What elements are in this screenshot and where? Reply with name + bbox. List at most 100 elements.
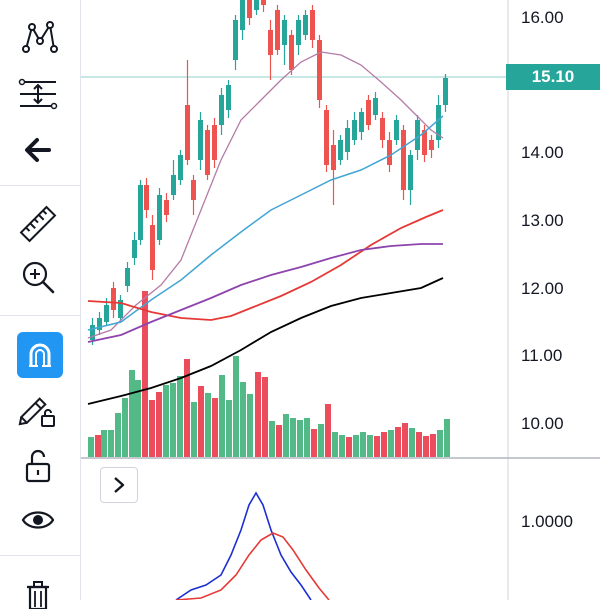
price-axis-label: 13.00 [521, 211, 564, 230]
toolbar-divider [0, 315, 80, 316]
candle-body [226, 85, 231, 110]
hide-tool-button[interactable] [12, 498, 64, 542]
candle-body [97, 318, 102, 330]
candle-body [352, 120, 357, 140]
volume-bar [122, 398, 128, 457]
eye-icon [21, 511, 55, 529]
volume-bar [304, 418, 310, 457]
back-arrow-button[interactable] [12, 128, 64, 172]
volume-bar [325, 404, 331, 457]
candle-body [429, 140, 434, 150]
volume-bar [205, 393, 211, 457]
volume-bar [129, 370, 135, 457]
candle-body [373, 98, 378, 115]
lock-drawings-tool-button[interactable] [12, 388, 64, 432]
volume-bar [395, 427, 401, 457]
price-axis-label: 12.00 [521, 279, 564, 298]
price-axis-label: 16.00 [521, 8, 564, 27]
volume-bar [135, 380, 141, 457]
candle-body [261, 0, 266, 5]
volume-bar [360, 432, 366, 457]
unlock-icon [25, 449, 51, 483]
volume-bar [262, 377, 268, 457]
candle-body [345, 128, 350, 152]
candle-body [205, 130, 210, 175]
volume-bar [184, 359, 190, 457]
expand-pane-button[interactable] [100, 467, 138, 503]
candle-body [118, 300, 123, 318]
volume-bar [381, 432, 387, 457]
chart-area[interactable] [81, 0, 600, 600]
candle-body [387, 140, 392, 165]
fib-tool-button[interactable] [12, 72, 64, 116]
volume-bar [430, 434, 436, 457]
candle-body [150, 225, 155, 270]
candle-body [191, 180, 196, 200]
candle-body [443, 78, 448, 105]
indicator-axis-label: 1.0000 [521, 512, 573, 531]
volume-bar [212, 398, 218, 457]
remove-tool-button[interactable] [12, 572, 64, 616]
volume-bar [101, 430, 107, 457]
magnet-icon [29, 343, 51, 367]
indicator-line [175, 491, 312, 600]
candle-body [125, 268, 130, 286]
candle-body [338, 140, 343, 160]
price-chart-canvas[interactable] [81, 0, 600, 600]
volume-bar [297, 420, 303, 457]
candle-body [310, 10, 315, 40]
arrow-left-icon [25, 138, 51, 162]
candle-body [247, 0, 252, 18]
candle-body [185, 105, 190, 160]
candle-body [104, 305, 109, 322]
pattern-tool-button[interactable] [12, 15, 64, 59]
candle-body [324, 110, 329, 165]
current-price-tag: 15.10 [506, 64, 600, 90]
volume-bar [149, 400, 155, 457]
volume-bar [409, 428, 415, 457]
fib-retracement-icon [18, 78, 58, 110]
candle-body [178, 155, 183, 180]
volume-bar [88, 437, 94, 457]
volume-bar [318, 424, 324, 457]
candle-body [282, 20, 287, 45]
candle-body [317, 40, 322, 100]
candle-body [240, 0, 245, 30]
candle-body [111, 288, 116, 310]
drawing-toolbar [0, 0, 81, 609]
candle-body [380, 118, 385, 140]
volume-bar [108, 430, 114, 457]
candle-body [366, 100, 371, 125]
lock-all-tool-button[interactable] [12, 444, 64, 488]
volume-bar [374, 436, 380, 457]
magnet-tool-button[interactable] [17, 332, 63, 378]
moving-average-line [87, 51, 444, 339]
volume-bar [437, 430, 443, 457]
zoom-tool-button[interactable] [12, 255, 64, 299]
trash-icon [27, 581, 49, 609]
volume-bar [226, 400, 232, 457]
candle-body [331, 145, 336, 170]
volume-bar [339, 435, 345, 457]
candle-body [171, 175, 176, 195]
volume-bar [353, 435, 359, 457]
toolbar-divider [0, 185, 80, 186]
candle-body [219, 95, 224, 125]
candle-body [144, 185, 149, 210]
candle-body [401, 130, 406, 190]
candle-body [303, 15, 308, 35]
candle-body [359, 112, 364, 132]
candle-body [138, 185, 143, 240]
candle-body [268, 30, 273, 55]
pattern-icon [22, 21, 58, 53]
volume-bar [198, 386, 204, 457]
moving-average-line [87, 243, 443, 343]
zoom-in-icon [22, 261, 55, 294]
candle-body [296, 20, 301, 45]
candle-body [415, 120, 420, 150]
toolbar-divider [0, 555, 80, 556]
ruler-tool-button[interactable] [12, 202, 64, 246]
candle-body [408, 155, 413, 190]
candle-body [254, 0, 259, 10]
volume-bar [177, 376, 183, 457]
